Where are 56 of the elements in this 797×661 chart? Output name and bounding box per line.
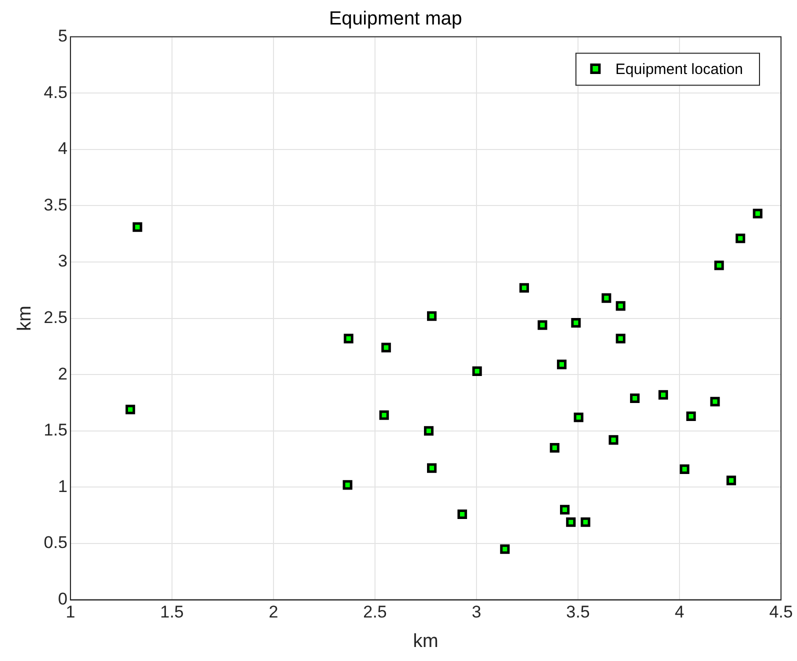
y-tick-label: 1.5 (44, 420, 68, 440)
y-tick-label: 4 (58, 139, 68, 158)
point (550, 443, 560, 453)
x-tick-label: 4.5 (769, 602, 793, 622)
point (566, 517, 576, 527)
y-tick-label: 2 (58, 364, 68, 384)
x-tick-label: 3 (472, 602, 482, 622)
point (381, 342, 391, 352)
point (519, 283, 529, 293)
point (342, 480, 352, 490)
y-tick-label: 4.5 (44, 82, 68, 102)
point (538, 320, 548, 330)
point (630, 393, 640, 404)
x-tick-label: 2.5 (363, 602, 387, 622)
point (710, 396, 720, 406)
y-tick-label: 1 (58, 476, 68, 496)
point (658, 390, 668, 400)
x-tick-label: 4 (674, 602, 684, 622)
point (602, 293, 612, 303)
point (686, 411, 696, 422)
x-tick-label: 3.5 (566, 602, 590, 622)
point (472, 366, 482, 376)
point (132, 222, 142, 232)
legend-label: Equipment location (615, 60, 744, 78)
point (608, 435, 618, 445)
point (560, 504, 570, 515)
point (379, 410, 389, 420)
point (500, 544, 510, 554)
point (427, 311, 437, 321)
x-tick-label: 1.5 (160, 602, 184, 622)
y-tick-label: 3.5 (44, 195, 68, 214)
x-tick-label: 2 (268, 602, 278, 622)
point (571, 318, 581, 328)
point (736, 234, 746, 244)
point (616, 334, 626, 344)
chart-title: Equipment map (328, 8, 462, 30)
y-axis-title: km (14, 306, 36, 331)
point (616, 301, 626, 311)
point (574, 412, 584, 422)
point (714, 260, 724, 270)
point (344, 334, 354, 344)
point (424, 426, 434, 436)
point (427, 463, 437, 473)
x-axis-title: km (413, 630, 438, 652)
point (457, 509, 468, 520)
y-tick-label: 3 (58, 252, 68, 271)
point (126, 404, 136, 414)
y-tick-label: 0 (58, 589, 68, 608)
point (556, 360, 567, 370)
point (752, 208, 762, 218)
point (680, 464, 690, 474)
y-tick-label: 0.5 (44, 533, 68, 552)
y-tick-label: 2.5 (44, 308, 68, 327)
point (726, 476, 736, 486)
y-tick-label: 5 (58, 26, 68, 46)
point (580, 517, 590, 527)
